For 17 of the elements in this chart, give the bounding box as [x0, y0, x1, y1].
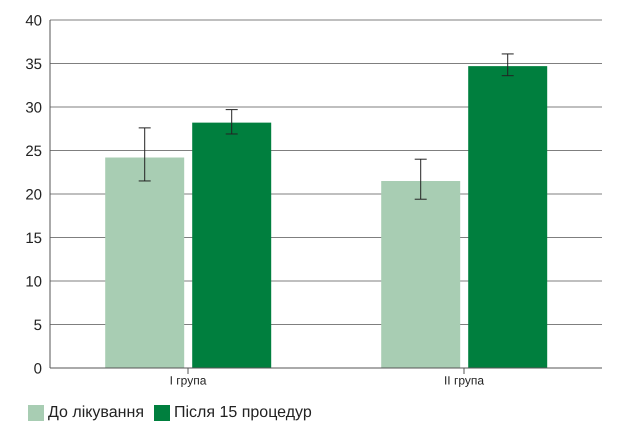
bar: [468, 66, 548, 368]
y-tick-label: 10: [25, 273, 42, 290]
y-tick-label: 40: [25, 12, 42, 30]
x-tick-label: I група: [170, 374, 207, 388]
y-tick-label: 20: [25, 186, 42, 204]
y-tick-label: 30: [25, 99, 42, 116]
y-tick-label: 15: [25, 230, 42, 247]
x-tick-label: II група: [444, 374, 484, 388]
legend-label: До лікування: [48, 404, 144, 421]
y-tick-label: 5: [34, 316, 42, 334]
y-tick-label: 25: [25, 142, 42, 160]
bar: [105, 157, 184, 368]
legend-label: Після 15 процедур: [174, 404, 312, 421]
y-tick-label: 35: [25, 56, 42, 73]
bar: [192, 122, 272, 368]
y-tick-label: 0: [34, 360, 42, 378]
bar: [381, 180, 460, 368]
